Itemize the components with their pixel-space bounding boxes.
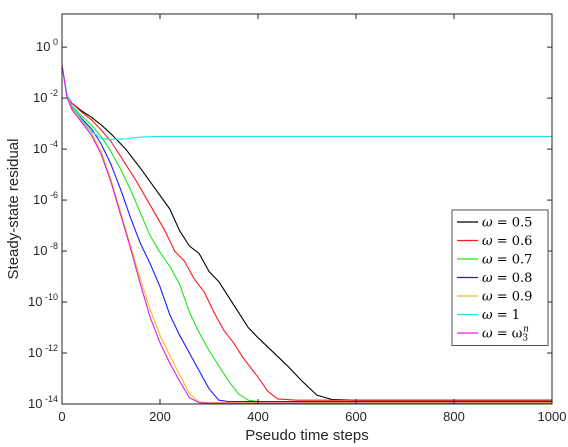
legend-entry-label: ω = 0.9 (482, 290, 532, 305)
y-tick-label: 10 -8 (33, 241, 58, 258)
x-tick-label: 200 (149, 409, 171, 424)
series-line-7 (61, 64, 552, 404)
x-tick-label: 800 (443, 409, 465, 424)
y-tick-label: 10 -10 (28, 292, 58, 309)
series-line-1 (61, 64, 552, 401)
x-tick-label: 600 (345, 409, 367, 424)
y-tick-label: 10 -12 (28, 343, 58, 360)
series-line-2 (61, 64, 552, 401)
x-tick-label: 1000 (538, 409, 567, 424)
series-line-4 (61, 64, 552, 403)
legend-entry-label: ω = 0.5 (482, 216, 532, 231)
y-tick-label: 10 -2 (33, 88, 58, 105)
legend-entry-label: ω = 0.6 (482, 234, 532, 249)
plot-frame (61, 13, 553, 405)
y-tick-label: 10 0 (36, 37, 58, 54)
legend-entry-label: ω = 0.7 (482, 253, 532, 268)
series-line-6 (61, 64, 552, 140)
legend-entry-label: ω = ω3n (482, 325, 529, 344)
legend-entry-label: ω = 1 (482, 308, 520, 323)
x-tick-label: 0 (58, 409, 65, 424)
series-line-3 (61, 64, 552, 403)
y-axis-label: Steady-state residual (5, 139, 22, 280)
tick-layer: 0 200 400 600 800 1000 10 0 10 -2 10 -4 10 -6 10 -… (28, 14, 566, 424)
y-tick-label: 10 -6 (33, 190, 58, 207)
legend-entry-label: ω = 0.8 (482, 271, 532, 286)
x-tick-label: 400 (247, 409, 269, 424)
series-layer (61, 64, 552, 404)
x-axis-label: Pseudo time steps (245, 427, 368, 444)
legend: ω = 0.5 ω = 0.6 ω = 0.7 ω = 0.8 ω = 0.9 ω = 1… (451, 209, 549, 346)
y-tick-label: 10 -4 (33, 139, 58, 156)
y-tick-label: 10 -14 (28, 394, 58, 411)
